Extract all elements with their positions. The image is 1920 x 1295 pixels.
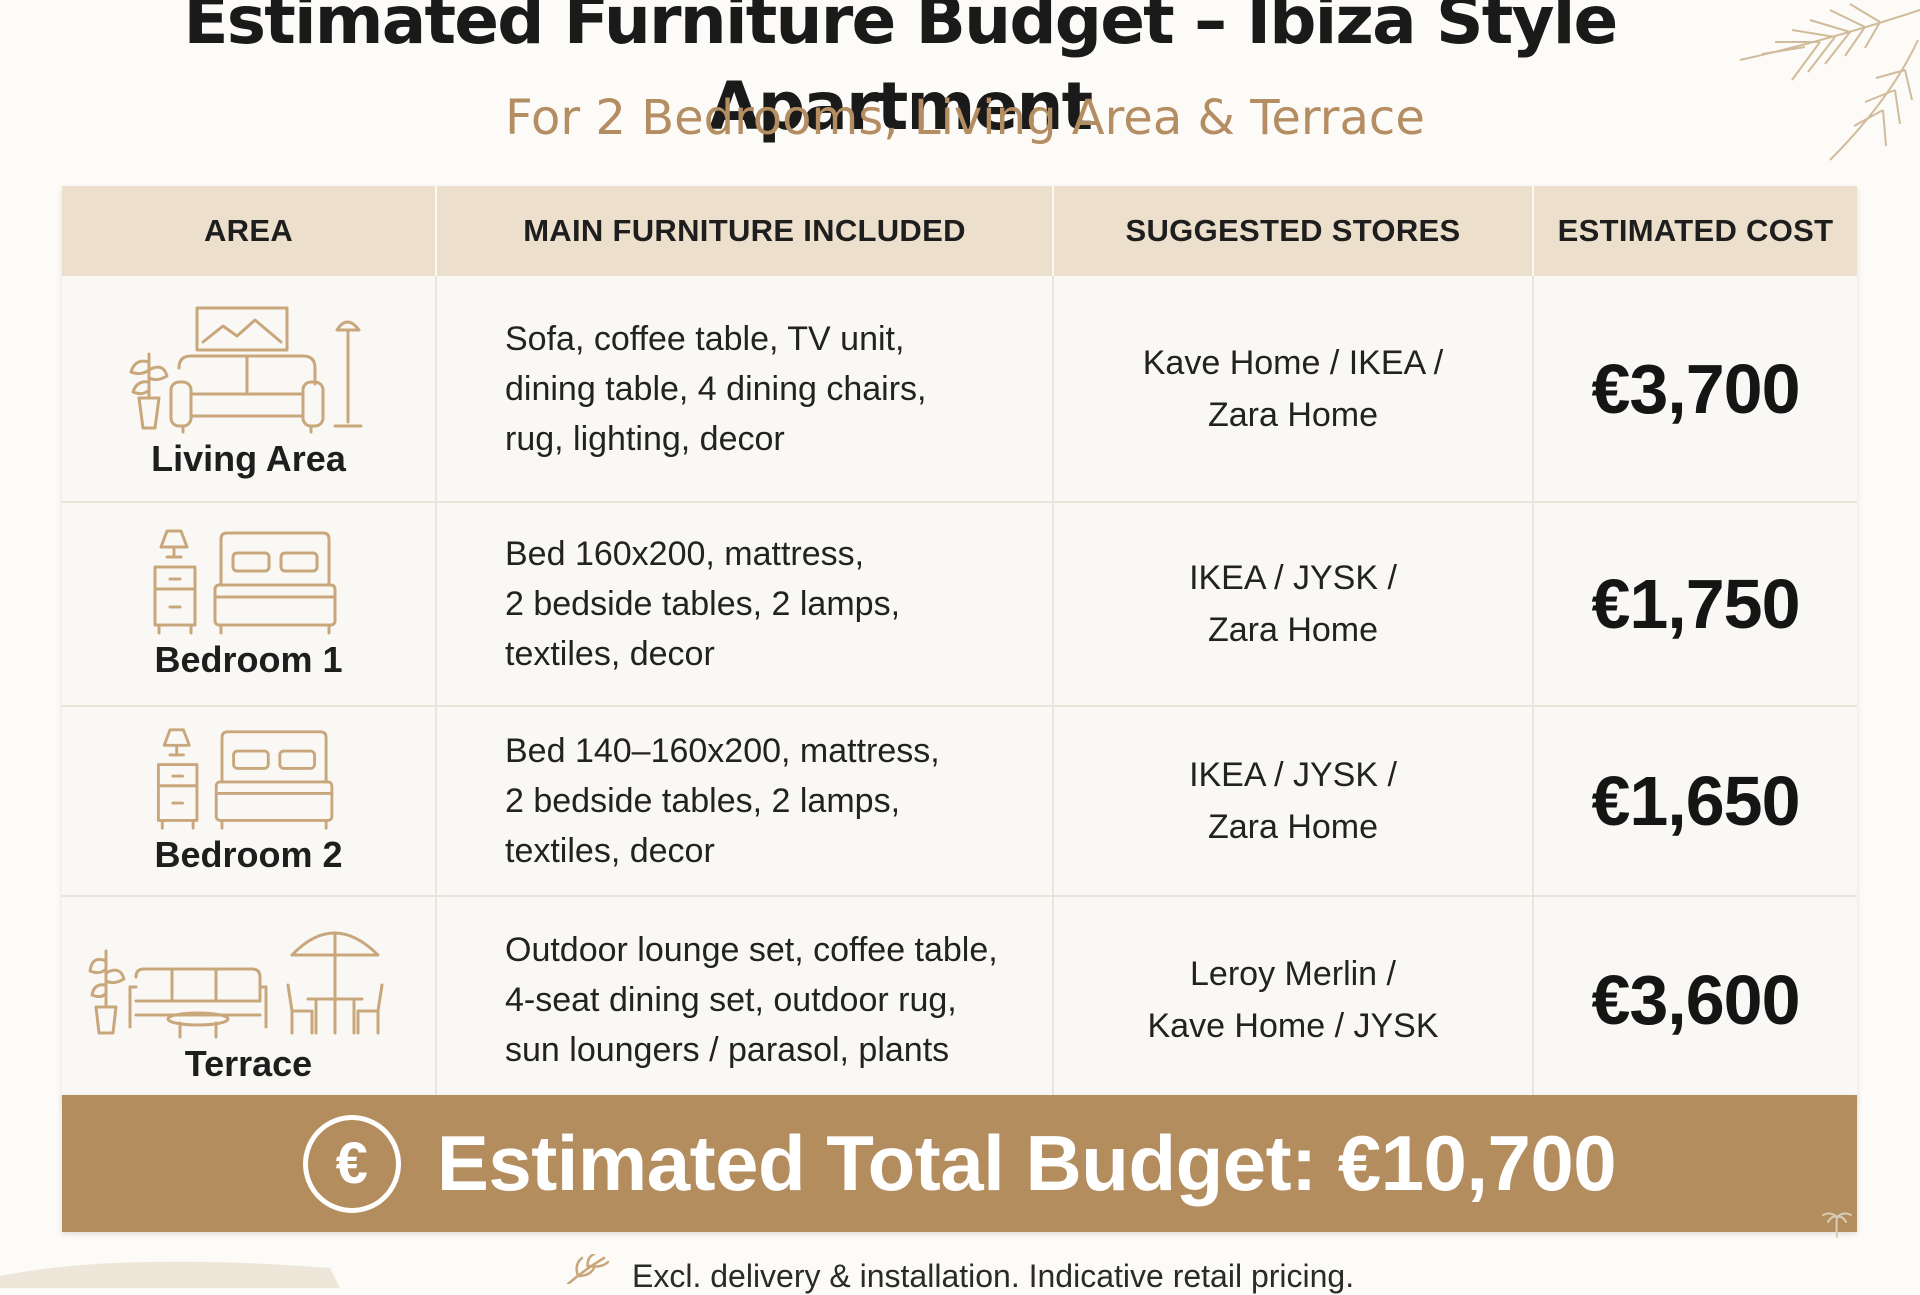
stores-line: Kave Home / IKEA / — [1142, 343, 1444, 382]
palm-tree-icon — [1822, 1212, 1852, 1238]
column-header-stores: SUGGESTED STORES — [1053, 186, 1534, 276]
terrace-icon — [88, 931, 383, 1038]
area-name: Bedroom 2 — [154, 834, 343, 875]
column-header-cost: ESTIMATED COST — [1533, 186, 1857, 276]
area-name: Bedroom 1 — [154, 639, 343, 680]
area-cell: Terrace — [62, 896, 437, 1102]
stores-line: Zara Home — [1207, 395, 1379, 434]
living-room-icon — [129, 306, 362, 433]
palm-leaf-icon — [1739, 3, 1920, 161]
stores-line: IKEA / JYSK / — [1189, 756, 1397, 794]
cost-cell: €1,650 — [1533, 706, 1857, 897]
table-row: Living Area Sofa, coffee table, TV unit,… — [62, 276, 1857, 503]
furniture-line: dining table, 4 dining chairs, — [505, 369, 927, 408]
euro-icon: € — [302, 1114, 401, 1213]
area-name: Living Area — [151, 437, 346, 479]
area-cell: Living Area — [62, 276, 437, 503]
cost-cell: €3,700 — [1533, 276, 1857, 503]
furniture-line: textiles, decor — [505, 832, 715, 870]
total-budget-label: Estimated Total Budget: €10,700 — [436, 1119, 1617, 1207]
cost-cell: €1,750 — [1533, 502, 1857, 707]
furniture-line: Bed 160x200, mattress, — [505, 535, 865, 573]
stores-cell: Kave Home / IKEA / Zara Home — [1053, 276, 1534, 503]
stores-line: IKEA / JYSK / — [1189, 559, 1397, 597]
stores-line: Kave Home / JYSK — [1147, 1006, 1439, 1045]
furniture-cell: Sofa, coffee table, TV unit, dining tabl… — [436, 276, 1054, 503]
area-name: Terrace — [184, 1042, 313, 1084]
page-subtitle: For 2 Bedrooms, Living Area & Terrace — [505, 90, 1425, 146]
furniture-line: sun loungers / parasol, plants — [505, 1030, 950, 1069]
stores-cell: IKEA / JYSK / Zara Home — [1053, 706, 1534, 897]
table-row: Bedroom 2 Bed 140–160x200, mattress, 2 b… — [62, 706, 1857, 897]
stores-cell: IKEA / JYSK / Zara Home — [1053, 502, 1534, 707]
bedroom-icon — [153, 529, 336, 635]
table-row: Terrace Outdoor lounge set, coffee table… — [62, 896, 1857, 1102]
budget-table: AREA MAIN FURNITURE INCLUDED SUGGESTED S… — [62, 186, 1857, 1102]
furniture-cell: Bed 140–160x200, mattress, 2 bedside tab… — [436, 706, 1054, 897]
column-header-area: AREA — [62, 186, 437, 276]
furniture-line: Bed 140–160x200, mattress, — [505, 732, 940, 770]
cost-cell: €3,600 — [1533, 896, 1857, 1102]
page-title: Estimated Furniture Budget – Ibiza Style… — [183, 0, 1618, 145]
table-row: Bedroom 1 Bed 160x200, mattress, 2 bedsi… — [62, 502, 1857, 707]
column-header-furniture: MAIN FURNITURE INCLUDED — [436, 186, 1054, 276]
decorative-wave — [0, 1261, 340, 1288]
furniture-line: 2 bedside tables, 2 lamps, — [505, 585, 901, 623]
furniture-line: rug, lighting, decor — [505, 419, 785, 458]
furniture-line: Outdoor lounge set, coffee table, — [505, 930, 998, 969]
area-cell: Bedroom 1 — [62, 502, 437, 707]
furniture-line: 2 bedside tables, 2 lamps, — [505, 782, 901, 820]
table-header-row: AREA MAIN FURNITURE INCLUDED SUGGESTED S… — [62, 186, 1857, 276]
furniture-cell: Outdoor lounge set, coffee table, 4-seat… — [436, 896, 1054, 1102]
total-budget-banner: € Estimated Total Budget: €10,700 — [62, 1095, 1857, 1232]
bedroom-icon — [156, 728, 333, 830]
stores-line: Zara Home — [1207, 611, 1379, 649]
footnote: Excl. delivery & installation. Indicativ… — [632, 1258, 1355, 1294]
furniture-cell: Bed 160x200, mattress, 2 bedside tables,… — [436, 502, 1054, 707]
stores-line: Zara Home — [1207, 808, 1379, 846]
furniture-line: 4-seat dining set, outdoor rug, — [505, 980, 957, 1019]
stores-cell: Leroy Merlin / Kave Home / JYSK — [1053, 896, 1534, 1102]
stores-line: Leroy Merlin / — [1190, 954, 1396, 993]
furniture-line: Sofa, coffee table, TV unit, — [505, 319, 905, 358]
furniture-line: textiles, decor — [505, 635, 715, 673]
area-cell: Bedroom 2 — [62, 706, 437, 897]
